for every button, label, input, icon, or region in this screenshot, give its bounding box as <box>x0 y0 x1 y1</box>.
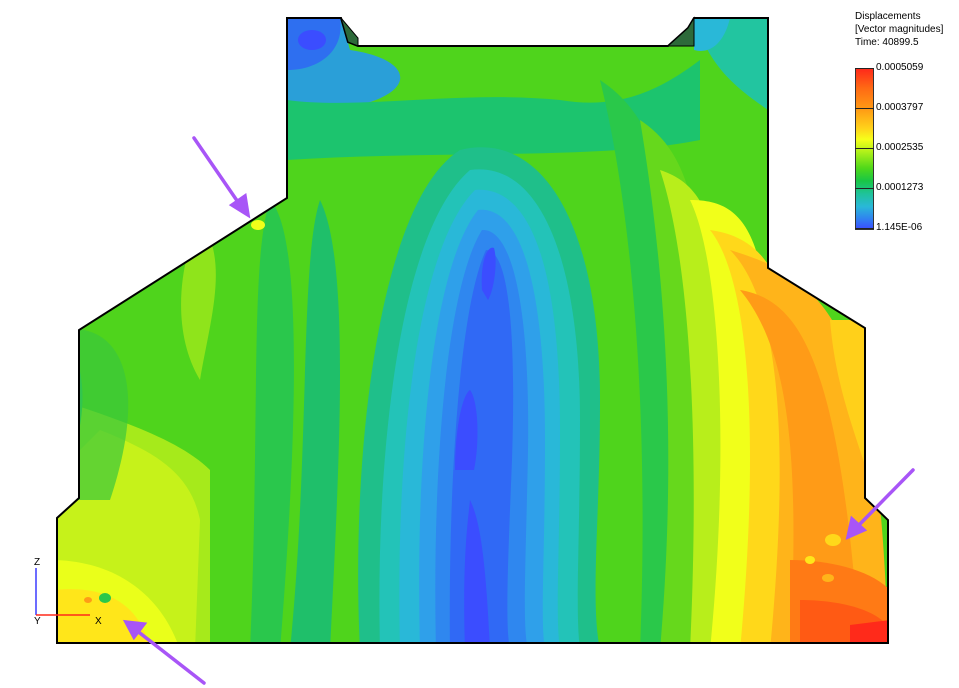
axis-y-label: Y <box>34 616 41 627</box>
axes-triad <box>35 568 90 616</box>
legend: Displacements [Vector magnitudes] Time: … <box>855 10 943 49</box>
annotation-arrows <box>122 136 915 685</box>
legend-tick-mark <box>855 68 874 69</box>
axis-z-label: Z <box>34 557 41 568</box>
legend-tick-mark <box>855 108 874 109</box>
legend-title: Displacements <box>855 11 921 22</box>
arrow-top-left <box>192 136 242 207</box>
legend-tick-mark <box>855 148 874 149</box>
top-right-notch <box>666 16 695 47</box>
legend-tick-mark <box>855 188 874 189</box>
legend-time: Time: 40899.5 <box>855 37 919 48</box>
displacement-contour-field <box>57 18 888 643</box>
top-left-notch <box>340 17 359 47</box>
legend-tick-2: 0.0003797 <box>876 102 924 113</box>
legend-tick-mark <box>855 228 874 229</box>
legend-subtitle: [Vector magnitudes] <box>855 24 944 35</box>
legend-tick-max: 0.0005059 <box>876 62 924 73</box>
arrow-right <box>856 468 915 528</box>
legend-tick-4: 0.0001273 <box>876 182 924 193</box>
axis-x-label: X <box>95 616 102 627</box>
legend-colorbar <box>855 68 874 230</box>
legend-tick-3: 0.0002535 <box>876 142 924 153</box>
legend-tick-min: 1.145E-06 <box>876 222 923 233</box>
arrow-bottom-left <box>134 628 206 685</box>
